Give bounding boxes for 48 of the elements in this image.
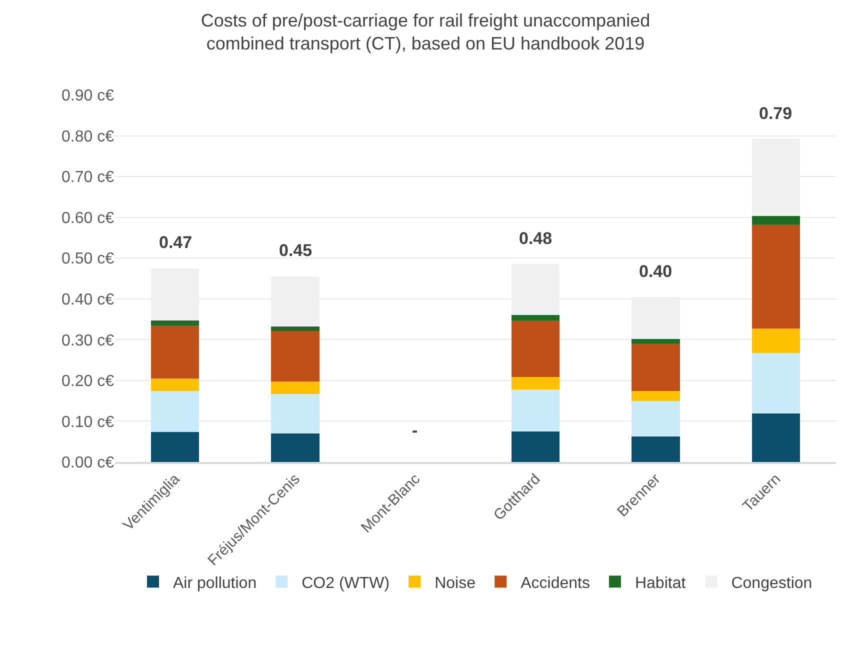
bar bbox=[512, 376, 560, 390]
bar bbox=[752, 224, 800, 328]
bar bbox=[151, 432, 200, 462]
bar bbox=[752, 413, 800, 462]
y-tick-label: 0.30 c€ bbox=[62, 332, 114, 350]
bar bbox=[632, 338, 680, 344]
bar bbox=[151, 378, 200, 392]
bar bbox=[151, 325, 200, 378]
bar bbox=[151, 320, 200, 326]
bar bbox=[632, 436, 680, 462]
total-label: 0.79 bbox=[759, 104, 792, 123]
legend-label: CO2 (WTW) bbox=[302, 574, 390, 592]
y-tick-label: 0.80 c€ bbox=[62, 128, 114, 146]
bar bbox=[752, 353, 800, 414]
total-label: 0.48 bbox=[519, 229, 552, 248]
bar bbox=[271, 382, 320, 394]
bar bbox=[271, 394, 320, 434]
y-tick-label: 0.50 c€ bbox=[62, 250, 114, 268]
y-tick-label: 0.70 c€ bbox=[62, 169, 114, 186]
bar bbox=[752, 328, 800, 354]
bar bbox=[632, 344, 680, 392]
y-tick-label: 0.40 c€ bbox=[62, 291, 114, 308]
legend-label: Habitat bbox=[634, 574, 686, 592]
total-label: 0.47 bbox=[159, 233, 192, 252]
text: - bbox=[412, 421, 418, 440]
legend-label: Congestion bbox=[731, 574, 812, 592]
y-tick-label: 0.00 c€ bbox=[62, 454, 114, 472]
bar bbox=[271, 433, 320, 462]
total-label: 0.40 bbox=[639, 262, 672, 281]
legend-label: Accidents bbox=[520, 574, 590, 592]
bar bbox=[632, 391, 680, 402]
bar bbox=[632, 401, 680, 436]
bar bbox=[512, 314, 560, 320]
y-tick-label: 0.60 c€ bbox=[62, 210, 114, 227]
y-tick-label: 0.90 c€ bbox=[62, 88, 114, 105]
chart-title: Costs of pre/post-carriage for rail freight unaccompanied combined transport (CT), based on EU handbook 2019 bbox=[200, 10, 650, 54]
bar bbox=[512, 389, 560, 432]
legend-label: Noise bbox=[434, 574, 476, 592]
bar bbox=[151, 391, 200, 432]
bar bbox=[271, 331, 320, 382]
y-tick-label: 0.10 c€ bbox=[62, 414, 114, 431]
bar bbox=[512, 320, 560, 377]
y-tick-label: 0.20 c€ bbox=[62, 373, 114, 390]
bar bbox=[752, 216, 800, 225]
bar bbox=[512, 431, 560, 462]
legend-label: Air pollution bbox=[173, 574, 257, 592]
total-label: 0.45 bbox=[279, 241, 312, 260]
bar bbox=[271, 326, 320, 332]
